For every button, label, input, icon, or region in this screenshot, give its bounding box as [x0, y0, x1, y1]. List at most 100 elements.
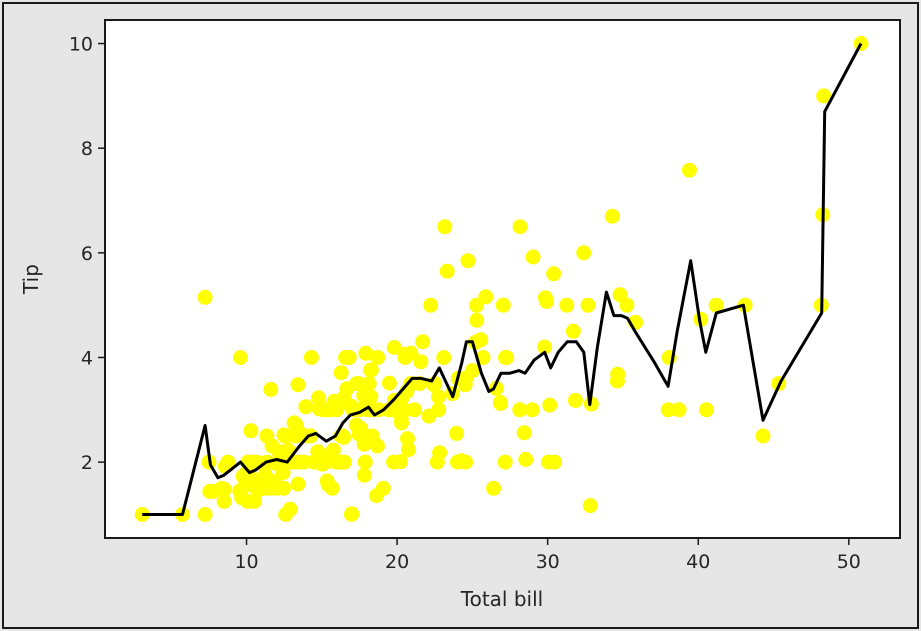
data-point — [499, 350, 515, 365]
data-point — [369, 438, 385, 454]
data-point — [263, 381, 279, 397]
data-point — [488, 380, 504, 396]
data-point — [582, 498, 598, 514]
data-point — [671, 402, 687, 418]
data-point — [413, 354, 429, 370]
data-point — [525, 249, 541, 265]
data-point — [559, 297, 575, 313]
data-point — [610, 366, 626, 382]
data-point — [660, 402, 676, 418]
data-point — [699, 402, 714, 418]
data-point — [394, 415, 409, 431]
y-tick-label: 6 — [81, 243, 93, 265]
data-point — [197, 507, 213, 522]
data-point — [336, 430, 352, 445]
data-point — [298, 399, 314, 415]
axis-ticks: 10 20 30 40 50 2 4 6 8 10 — [69, 34, 861, 573]
data-point — [325, 442, 341, 458]
data-point — [344, 506, 360, 522]
data-point — [464, 363, 480, 379]
data-point — [432, 445, 448, 461]
data-point — [415, 334, 431, 350]
data-point — [403, 345, 419, 361]
data-point — [401, 442, 416, 458]
data-point — [363, 389, 379, 405]
data-point — [363, 362, 379, 378]
x-tick-label: 30 — [536, 551, 560, 573]
data-point — [537, 339, 553, 355]
data-point — [431, 389, 446, 405]
x-tick-label: 50 — [837, 551, 861, 573]
data-point — [431, 402, 447, 418]
data-point — [407, 402, 423, 418]
y-axis-label: Tip — [19, 264, 43, 295]
data-point — [333, 365, 349, 381]
data-point — [493, 396, 509, 411]
data-point — [576, 245, 592, 261]
data-point — [246, 493, 262, 509]
data-point — [546, 266, 562, 282]
data-point — [357, 454, 373, 470]
trend-line-layer — [142, 42, 863, 516]
data-point — [361, 376, 377, 392]
data-point — [197, 289, 213, 305]
data-point — [393, 454, 409, 470]
data-point — [458, 454, 474, 470]
data-point — [565, 323, 581, 339]
scatter-chart: 10 20 30 40 50 2 4 6 8 10 Total bill Tip — [19, 19, 901, 611]
data-point — [460, 253, 476, 269]
data-point — [478, 289, 494, 305]
data-point — [580, 297, 596, 313]
data-point — [568, 392, 583, 408]
data-point — [356, 467, 372, 483]
data-point — [486, 480, 502, 496]
data-point — [243, 423, 259, 439]
data-point — [539, 294, 555, 309]
data-point — [516, 425, 532, 441]
data-point — [375, 480, 391, 496]
data-point — [497, 454, 513, 470]
x-tick-label: 40 — [686, 551, 710, 573]
y-tick-label: 4 — [81, 347, 93, 369]
data-point — [216, 493, 232, 509]
data-point — [619, 297, 635, 313]
y-tick-label: 2 — [81, 452, 93, 474]
data-point — [329, 402, 345, 418]
x-axis-label: Total bill — [460, 587, 543, 611]
data-point — [518, 452, 534, 467]
trend-line — [142, 42, 863, 516]
data-point — [469, 312, 485, 328]
data-point — [437, 219, 453, 235]
data-point — [282, 501, 298, 517]
data-point — [547, 454, 563, 470]
data-point — [233, 350, 248, 365]
data-point — [439, 263, 455, 279]
x-tick-label: 10 — [234, 551, 258, 573]
data-point — [216, 481, 232, 497]
data-point — [324, 480, 340, 496]
data-point — [358, 345, 374, 361]
x-tick-label: 20 — [385, 551, 409, 573]
data-point — [381, 375, 397, 391]
data-point — [755, 428, 771, 444]
data-point — [449, 425, 465, 441]
y-tick-label: 8 — [81, 138, 93, 160]
data-point — [290, 476, 306, 492]
data-point — [708, 297, 724, 313]
data-point — [423, 297, 439, 313]
data-point — [495, 297, 511, 313]
data-point — [604, 208, 620, 224]
data-point — [370, 350, 386, 365]
data-point — [303, 350, 319, 365]
data-point — [524, 402, 540, 418]
data-point — [512, 219, 528, 235]
data-point — [816, 88, 832, 104]
data-point — [737, 297, 753, 313]
data-point — [436, 350, 452, 365]
data-point — [682, 162, 697, 178]
data-point — [336, 454, 352, 470]
data-point — [542, 397, 558, 413]
data-point — [400, 431, 415, 447]
data-point — [353, 421, 369, 437]
